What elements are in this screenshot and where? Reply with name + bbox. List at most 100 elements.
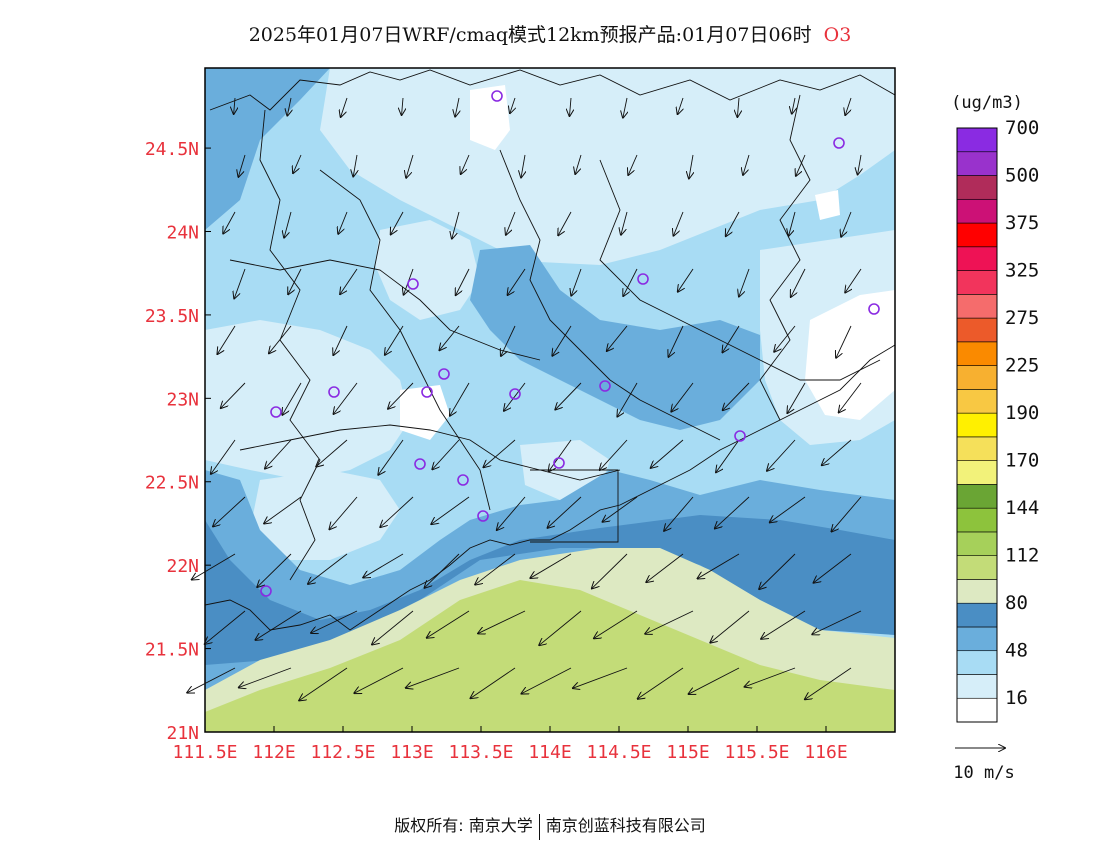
- colorbar-segment: [956, 294, 998, 319]
- wind-arrow: [402, 97, 403, 115]
- wind-reference-label: 10 m/s: [953, 763, 1014, 783]
- wind-arrow: [607, 325, 628, 351]
- wind-arrow: [841, 211, 852, 237]
- colorbar-label: 112: [1005, 545, 1039, 567]
- wind-arrow: [504, 382, 526, 411]
- wind-arrow: [427, 610, 470, 638]
- colorbar-segment: [956, 650, 998, 675]
- colorbar-label: 80: [1005, 592, 1028, 614]
- colorbar-segment: [956, 246, 998, 271]
- wind-arrow: [378, 439, 404, 475]
- wind-arrow: [792, 97, 795, 114]
- station-marker: [328, 386, 340, 398]
- colorbar-label: 170: [1005, 450, 1039, 472]
- wind-arrow: [555, 382, 582, 410]
- wind-arrow: [363, 553, 404, 578]
- wind-arrow: [623, 97, 627, 118]
- city-border-5: [239, 424, 621, 481]
- lat-tick-label: 22.5N: [145, 473, 199, 494]
- station-marker: [599, 380, 611, 392]
- lat-tick-label: 21.5N: [145, 640, 199, 661]
- wind-arrow: [221, 382, 246, 408]
- wind-arrow: [299, 667, 348, 700]
- colorbar-segment: [956, 317, 998, 343]
- wind-arrow: [497, 496, 526, 530]
- white-pocket-ne: [815, 190, 840, 220]
- wind-arrow: [354, 667, 404, 693]
- wind-arrow: [461, 154, 470, 174]
- monitoring-stations: [260, 90, 880, 597]
- lon-tick-label: 115.5E: [724, 742, 789, 763]
- wind-arrow: [805, 667, 852, 699]
- wind-arrow: [715, 496, 750, 528]
- wind-arrow: [334, 382, 358, 414]
- wind-arrow: [501, 325, 516, 356]
- wind-arrow: [205, 610, 246, 644]
- wind-arrow: [264, 496, 302, 524]
- colorbar-segment: [956, 127, 998, 153]
- wind-arrow: [831, 496, 862, 532]
- colorbar-segment: [956, 484, 998, 509]
- wind-arrow: [341, 97, 348, 117]
- station-marker: [734, 430, 746, 442]
- station-marker: [553, 457, 565, 469]
- wind-arrow: [787, 382, 806, 413]
- wind-arrow: [455, 97, 459, 117]
- wind-arrow: [223, 211, 236, 234]
- wind-arrow: [617, 382, 638, 417]
- colorbar-label: 325: [1005, 260, 1039, 282]
- wind-arrow: [450, 382, 470, 416]
- wind-arrow: [385, 325, 404, 355]
- wind-arrow: [234, 97, 235, 114]
- wind-arrow: [452, 211, 460, 239]
- coastline: [205, 344, 895, 631]
- lon-tick-label: 113.5E: [448, 742, 513, 763]
- station-marker: [438, 368, 450, 380]
- colorbar-segment: [956, 175, 998, 200]
- lat-tick-label: 21N: [166, 723, 199, 744]
- colorbar: 16 48 80 112 144 170 190 225 275 325 375 500 700: [956, 117, 1039, 723]
- white-pocket-north: [470, 85, 510, 150]
- title-text: 2025年01月07日WRF/cmaq模式12km预报产品:01月07日06时: [248, 24, 812, 46]
- chart-title: 2025年01月07日WRF/cmaq模式12km预报产品:01月07日06时 O…: [0, 20, 1100, 47]
- colorbar-label: 190: [1005, 402, 1039, 424]
- lat-tick-label: 23N: [166, 389, 199, 410]
- lat-tick-label: 23.5N: [145, 306, 199, 327]
- wind-arrow: [575, 154, 582, 174]
- wind-arrow: [338, 211, 348, 234]
- colorbar-label: 375: [1005, 212, 1039, 234]
- colorbar-segment: [956, 626, 998, 652]
- wind-arrow: [759, 553, 796, 589]
- wind-arrow: [689, 667, 740, 694]
- wind-arrow: [483, 439, 516, 467]
- wind-arrow: [646, 553, 684, 582]
- wind-arrow: [475, 553, 516, 585]
- dark-band-central: [470, 245, 760, 430]
- wind-arrow: [822, 439, 852, 465]
- wind-arrow: [569, 97, 571, 116]
- wind-arrow: [288, 268, 302, 294]
- wind-arrow: [238, 154, 246, 177]
- station-marker: [270, 406, 282, 418]
- title-variable: O3: [823, 24, 852, 46]
- wind-arrow: [698, 553, 740, 579]
- colorbar-segment: [956, 365, 998, 390]
- wind-arrow: [353, 154, 357, 176]
- legend-unit: (ug/m3): [951, 93, 1023, 113]
- colorbar-label: 48: [1005, 640, 1028, 662]
- colorbar-label: 225: [1005, 355, 1039, 377]
- green-band: [205, 580, 895, 732]
- colorbar-label: 16: [1005, 687, 1028, 709]
- wind-arrow: [743, 154, 750, 175]
- wind-arrow: [217, 325, 236, 354]
- wind-arrow: [333, 325, 348, 355]
- lon-tick-label: 114.5E: [586, 742, 651, 763]
- wind-arrow: [548, 496, 582, 528]
- colorbar-segment: [956, 602, 998, 628]
- wind-arrow: [316, 439, 348, 467]
- wind-arrow: [600, 439, 628, 470]
- wind-arrow: [308, 553, 348, 584]
- city-border-4: [229, 259, 541, 361]
- colorbar-segment: [956, 531, 998, 556]
